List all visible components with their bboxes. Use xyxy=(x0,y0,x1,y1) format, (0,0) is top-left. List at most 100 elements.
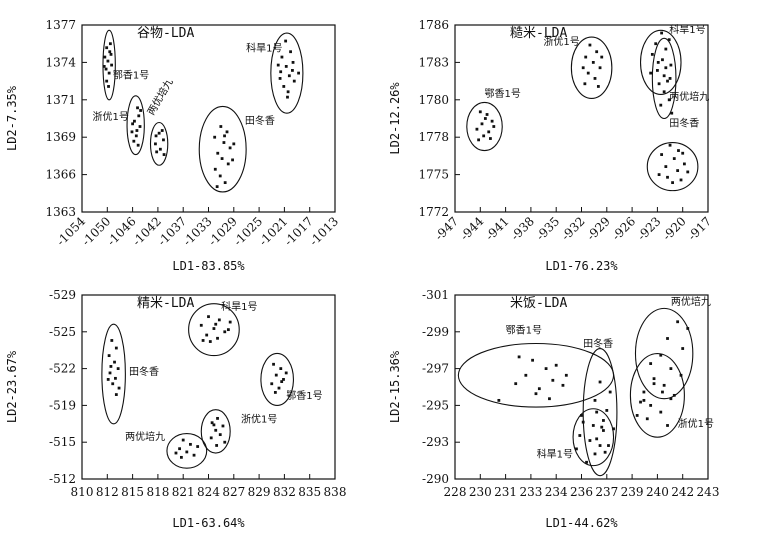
data-point xyxy=(284,371,288,375)
data-point xyxy=(226,328,230,332)
data-point xyxy=(652,377,656,381)
data-point xyxy=(277,386,281,390)
data-point xyxy=(642,398,646,402)
cluster-ellipse xyxy=(572,408,615,467)
data-point xyxy=(477,138,481,142)
cluster-ellipse xyxy=(639,29,682,96)
data-point xyxy=(136,106,139,110)
x-axis-label: LD1-76.23% xyxy=(545,259,618,273)
y-tick-label: -295 xyxy=(422,398,449,412)
data-point xyxy=(189,442,192,446)
data-point xyxy=(216,416,219,420)
data-point xyxy=(114,346,118,350)
x-tick-label: -944 xyxy=(457,214,486,243)
data-point xyxy=(228,146,232,150)
y-axis-label: LD2-12.26% xyxy=(388,82,402,155)
panel-brown-rice: -947-944-941-938-935-932-929-926-923-920… xyxy=(388,18,714,273)
group-label: 田冬香 xyxy=(245,114,275,127)
y-tick-label: -522 xyxy=(49,362,76,376)
data-point xyxy=(217,318,221,322)
x-tick-label: -938 xyxy=(508,214,537,243)
x-tick-label: 815 xyxy=(121,485,144,499)
data-point xyxy=(662,74,666,78)
data-point xyxy=(662,383,666,387)
x-tick-label: 824 xyxy=(197,485,220,499)
data-point xyxy=(657,173,661,176)
data-point xyxy=(497,398,501,402)
data-point xyxy=(581,420,585,424)
data-point xyxy=(201,339,205,342)
data-point xyxy=(289,50,292,54)
data-point xyxy=(222,141,226,144)
y-tick-label: -299 xyxy=(422,325,449,339)
data-point xyxy=(554,363,558,367)
data-point xyxy=(178,447,181,451)
data-point xyxy=(656,61,660,64)
data-point xyxy=(564,373,568,377)
data-point xyxy=(593,452,597,456)
data-point xyxy=(596,85,600,88)
y-tick-label: 1363 xyxy=(45,205,76,219)
data-point xyxy=(218,174,222,178)
group-label: 科旱1号 xyxy=(221,300,257,313)
data-point xyxy=(162,138,165,142)
data-point xyxy=(181,438,185,442)
x-tick-label: 242 xyxy=(671,485,694,499)
data-point xyxy=(537,387,541,391)
data-point xyxy=(602,419,605,422)
y-tick-label: -293 xyxy=(422,435,449,449)
data-point xyxy=(213,135,217,139)
data-point xyxy=(106,59,110,63)
data-point xyxy=(210,421,214,425)
data-point xyxy=(548,397,551,401)
data-point xyxy=(578,434,582,437)
x-tick-label: -917 xyxy=(685,214,714,243)
y-tick-label: -515 xyxy=(49,435,76,449)
data-point xyxy=(209,436,213,440)
data-point xyxy=(286,95,289,99)
data-point xyxy=(659,353,663,357)
data-point xyxy=(291,61,295,64)
data-point xyxy=(278,77,282,80)
data-point xyxy=(207,315,210,319)
data-point xyxy=(232,142,236,146)
data-point xyxy=(482,134,486,138)
cluster-ellipse xyxy=(260,352,294,406)
data-point xyxy=(116,367,120,370)
y-tick-label: 1377 xyxy=(45,18,76,32)
cluster-ellipse xyxy=(149,121,169,166)
data-point xyxy=(231,158,234,162)
data-point xyxy=(588,43,592,47)
panel-grain: -1054-1050-1046-1042-1037-1033-1029-1025… xyxy=(5,18,341,273)
data-point xyxy=(282,378,285,381)
data-point xyxy=(593,77,597,80)
x-tick-label: 236 xyxy=(570,485,593,499)
y-tick-label: -519 xyxy=(49,398,76,412)
data-point xyxy=(666,175,669,179)
cluster-ellipse xyxy=(634,307,694,400)
panel-title: 糙米-LDA xyxy=(510,26,567,41)
data-point xyxy=(223,440,227,444)
data-point xyxy=(158,147,162,151)
data-point xyxy=(223,181,227,185)
cluster-ellipse xyxy=(126,95,145,156)
data-point xyxy=(649,404,653,407)
data-point xyxy=(135,129,139,132)
y-tick-label: -525 xyxy=(49,325,76,339)
data-point xyxy=(591,424,595,427)
data-point xyxy=(580,414,583,417)
data-point xyxy=(667,98,671,102)
group-label: 科旱1号 xyxy=(669,23,705,36)
data-point xyxy=(531,358,534,362)
data-point xyxy=(109,365,113,368)
group-label: 鄂香1号 xyxy=(485,88,521,100)
data-point xyxy=(681,151,685,155)
data-point xyxy=(649,362,653,365)
data-point xyxy=(154,142,157,146)
cluster-ellipse xyxy=(188,303,240,357)
y-tick-label: -512 xyxy=(49,472,76,486)
data-point xyxy=(659,103,663,107)
data-point xyxy=(162,153,166,156)
group-label: 田冬香 xyxy=(129,365,159,378)
data-point xyxy=(108,371,112,375)
